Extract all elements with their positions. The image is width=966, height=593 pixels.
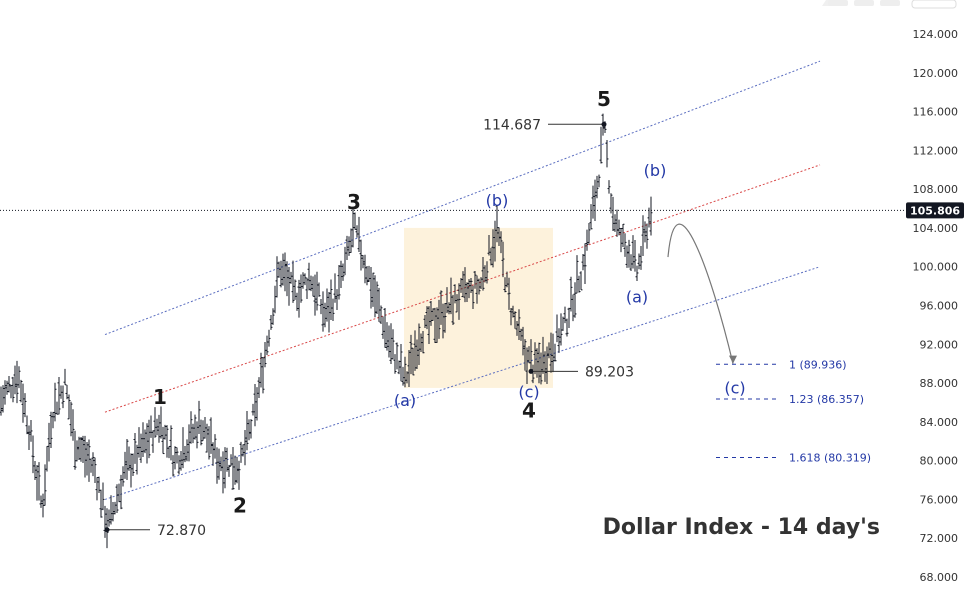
current-price-badge-box [906,202,964,219]
impulse-wave-label: 2 [233,493,247,517]
channel-upper-line [104,60,821,336]
price-annotation-dot [528,368,534,374]
price-annotation-label: 114.687 [483,117,541,133]
price-annotation-dot [104,527,110,533]
impulse-wave-label: 4 [522,398,536,422]
projection-path [667,223,734,364]
fib-level-label: 1.618 (80.319) [789,452,871,465]
current-price-value: 105.806 [910,204,960,217]
toolbar-icon-4[interactable] [911,0,957,9]
y-axis-tick-label: 104.000 [913,222,959,235]
chart-title: Dollar Index - 14 day's [603,515,880,540]
y-axis-tick-label: 96.000 [920,300,959,313]
projection-arrowhead [729,355,737,364]
y-axis-tick-label: 124.000 [913,28,959,41]
y-axis-tick-label: 80.000 [920,455,959,468]
corrective-wave-label: (b) [644,161,667,180]
current-price-badge: 105.806 [906,202,964,219]
toolbar-icon-3[interactable] [880,0,900,6]
y-axis-tick-label: 92.000 [920,338,959,351]
impulse-wave-label: 1 [153,385,167,409]
channel-lower-line [104,266,821,500]
toolbar-icon-2[interactable] [854,0,874,6]
toolbar-icon-1[interactable] [828,0,848,6]
impulse-wave-label: 3 [347,190,361,214]
y-axis-tick-label: 116.000 [913,106,959,119]
y-axis-tick-label: 112.000 [913,144,959,157]
y-axis-tick-label: 76.000 [920,493,959,506]
price-annotations: 114.687 89.203 72.870 [104,117,634,539]
price-annotation-dot [601,121,607,127]
wave-labels: 1 2 3 4 5 (a) (b) (c) (a) (b) (c) [153,87,746,517]
fibonacci-levels: 1 (89.936) 1.23 (86.357) 1.618 (80.319) [716,358,871,465]
price-annotation-label: 72.870 [157,523,206,539]
y-axis-tick-label: 100.000 [913,261,959,274]
y-axis-tick-label: 88.000 [920,377,959,390]
price-axis[interactable]: 124.000 120.000 116.000 112.000 108.000 104.0… [913,28,959,584]
toolbar-fragment-icons[interactable] [828,0,957,9]
corrective-wave-label: (c) [518,382,539,401]
fib-level-label: 1.23 (86.357) [789,393,864,406]
y-axis-tick-label: 84.000 [920,416,959,429]
corrective-wave-label: (c) [724,379,745,398]
y-axis-tick-label: 72.000 [920,532,959,545]
price-bars [0,113,653,549]
fib-level-label: 1 (89.936) [789,358,847,371]
y-axis-tick-label: 68.000 [920,571,959,584]
corrective-wave-label: (a) [626,287,648,306]
y-axis-tick-label: 120.000 [913,67,959,80]
price-annotation-label: 89.203 [585,364,634,380]
impulse-wave-label: 5 [597,87,611,111]
corrective-wave-label: (b) [486,191,509,210]
corrective-wave-label: (a) [394,391,416,410]
y-axis-tick-label: 108.000 [913,183,959,196]
